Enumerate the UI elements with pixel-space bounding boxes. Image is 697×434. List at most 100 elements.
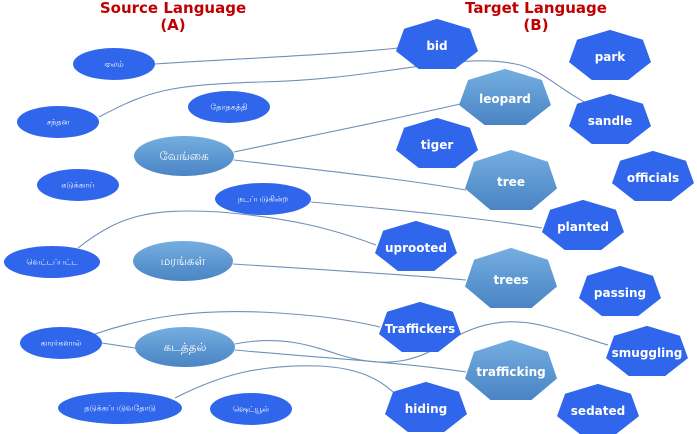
target-node-sandle: sandle [569, 93, 651, 144]
target-node-label: Traffickers [385, 322, 455, 336]
ellipse-shape [134, 136, 234, 176]
ellipse-shape [37, 169, 119, 201]
source-node-label: கடுக்காய் [61, 181, 95, 190]
target-language-sub: (B) [523, 16, 549, 34]
edge-kaararkalaal-to-traffickers [94, 311, 381, 335]
target-node-label: leopard [479, 92, 531, 106]
source-node-kadathal: கடத்தல் [135, 327, 235, 367]
target-node-label: trafficking [476, 365, 545, 379]
source-node-vengai: வேங்கை [134, 136, 234, 176]
target-node-trafficking: trafficking [465, 339, 557, 400]
source-language-sub: (A) [160, 16, 186, 34]
target-node-hiding: hiding [385, 381, 467, 432]
edge-vengai-to-tree [233, 159, 467, 191]
source-node-label: ஷெட்யூல் [233, 405, 269, 414]
target-node-label: trees [493, 273, 528, 287]
source-node-kadukkai: கடுக்காய் [37, 169, 119, 201]
target-node-smuggling: smuggling [606, 325, 688, 376]
heptagon-shape [465, 247, 557, 308]
heptagon-shape [375, 220, 457, 271]
ellipse-shape [20, 327, 102, 359]
target-node-label: tiger [421, 138, 454, 152]
source-node-nadappadugindra: நடப்படுகின்ற [215, 183, 311, 215]
target-node-label: bid [426, 39, 447, 53]
heptagon-shape [379, 301, 461, 352]
target-node-passing: passing [579, 265, 661, 316]
ellipse-shape [58, 392, 182, 424]
source-node-label: தடுக்கப்படுவதோடு [84, 404, 156, 413]
edge-kadathal-to-trafficking [234, 349, 467, 373]
target-node-sedated: sedated [557, 383, 639, 434]
source-node-label: தோதகத்தி [210, 103, 247, 112]
source-node-label: ஏலம் [104, 60, 123, 69]
edge-nadappadugindra-to-planted [310, 201, 543, 229]
target-node-label: passing [594, 286, 646, 300]
source-node-marangal: மரங்கள் [133, 241, 233, 281]
target-node-officials: officials [612, 150, 694, 201]
edge-kaararkalaal-to-kadathal [101, 342, 136, 349]
ellipse-shape [133, 241, 233, 281]
ellipse-shape [17, 106, 99, 138]
heptagon-shape [569, 29, 651, 80]
heptagon-shape [606, 325, 688, 376]
source-node-label: நடப்படுகின்ற [238, 195, 288, 204]
edge-santhana-to-sandle [98, 60, 591, 118]
source-node-santhana: சந்தன [17, 106, 99, 138]
heptagon-shape [396, 117, 478, 168]
edge-marangal-to-trees [232, 263, 467, 281]
source-node-label: கடத்தல் [164, 340, 207, 354]
heptagon-shape [612, 150, 694, 201]
heptagon-shape [542, 199, 624, 250]
heptagon-shape [385, 381, 467, 432]
heptagon-shape [569, 93, 651, 144]
target-node-label: uprooted [385, 241, 447, 255]
source-node-label: மரங்கள் [161, 254, 206, 268]
target-node-uprooted: uprooted [375, 220, 457, 271]
heptagon-shape [396, 18, 478, 69]
target-node-bid: bid [396, 18, 478, 69]
target-node-planted: planted [542, 199, 624, 250]
edge-thadukkappaduvathodu-to-hiding [174, 365, 394, 399]
source-node-thothagathi: தோதகத்தி [188, 91, 270, 123]
source-node-vettappatta: வெட்டப்பட்ட [4, 246, 100, 278]
edge-elam-to-bid [154, 47, 399, 65]
ellipse-shape [215, 183, 311, 215]
source-language-title: Source Language [99, 0, 247, 17]
ellipse-shape [188, 91, 270, 123]
edge-vengai-to-leopard [233, 103, 461, 153]
source-node-label: காரர்களால் [41, 339, 82, 348]
source-node-label: சந்தன [47, 118, 70, 127]
target-node-label: smuggling [612, 346, 683, 360]
source-node-label: வெட்டப்பட்ட [26, 258, 78, 267]
target-node-leopard: leopard [459, 68, 551, 125]
target-node-label: tree [497, 175, 525, 189]
ellipse-shape [210, 393, 292, 425]
target-node-traffickers: Traffickers [379, 301, 461, 352]
target-node-tiger: tiger [396, 117, 478, 168]
heptagon-shape [465, 339, 557, 400]
target-node-label: sandle [588, 114, 633, 128]
source-node-elam: ஏலம் [73, 48, 155, 80]
source-node-thadukkappaduvathodu: தடுக்கப்படுவதோடு [58, 392, 182, 424]
target-node-tree: tree [465, 149, 557, 210]
edge-vettappatta-to-uprooted [77, 210, 377, 249]
source-node-kaararkalaal: காரர்களால் [20, 327, 102, 359]
target-node-label: sedated [571, 404, 625, 418]
ellipse-shape [4, 246, 100, 278]
ellipse-shape [73, 48, 155, 80]
source-language-heading: Source Language (A) [98, 0, 248, 34]
source-node-label: வேங்கை [159, 149, 209, 163]
target-language-title: Target Language [465, 0, 607, 17]
target-node-label: park [595, 50, 627, 64]
heptagon-shape [465, 149, 557, 210]
target-node-label: planted [557, 220, 609, 234]
target-node-label: hiding [405, 402, 448, 416]
target-node-label: officials [627, 171, 679, 185]
heptagon-shape [557, 383, 639, 434]
target-node-trees: trees [465, 247, 557, 308]
target-language-heading: Target Language (B) [461, 0, 611, 34]
heptagon-shape [579, 265, 661, 316]
target-node-park: park [569, 29, 651, 80]
source-node-schedule: ஷெட்யூல் [210, 393, 292, 425]
